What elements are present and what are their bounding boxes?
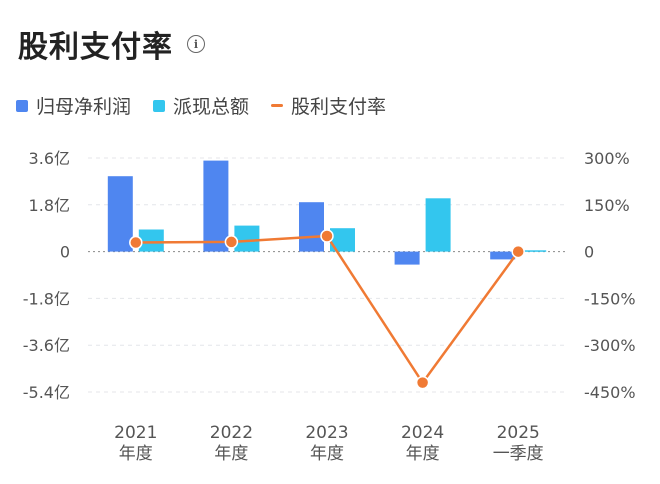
payout-ratio-point [129, 235, 143, 250]
bar-dividend [330, 228, 355, 252]
info-icon[interactable]: i [187, 35, 205, 53]
chart-header: 股利支付率 i [18, 22, 205, 66]
right-axis-tick: -300% [584, 336, 636, 355]
payout-ratio-line [135, 234, 520, 384]
chart-title: 股利支付率 [18, 30, 173, 65]
payout-ratio-point [224, 235, 239, 249]
x-axis-tick-period: 年度 [119, 444, 153, 464]
bar-dividend [234, 225, 260, 252]
right-axis-tick: -450% [584, 383, 636, 402]
legend: 归母净利润 派现总额 股利支付率 [16, 92, 408, 119]
x-axis-tick-year: 2022 [210, 423, 253, 443]
left-axis-tick: -5.4亿 [23, 383, 70, 402]
x-axis-tick-period: 一季度 [493, 444, 544, 464]
x-axis-tick-period: 年度 [214, 444, 248, 464]
payout-ratio-point [320, 229, 334, 243]
legend-swatch-dividend [153, 99, 166, 112]
right-axis-tick: 300% [584, 149, 630, 168]
bar-dividend [425, 198, 451, 252]
legend-label-payout-ratio: 股利支付率 [291, 96, 387, 118]
legend-item-dividend[interactable]: 派现总额 [153, 92, 249, 119]
right-axis-tick: -150% [584, 289, 636, 308]
bar-dividend [521, 250, 547, 252]
left-axis-tick: 3.6亿 [29, 149, 70, 168]
right-axis-tick: 150% [584, 196, 630, 215]
bar-net-profit [299, 202, 324, 252]
payout-ratio-point [415, 375, 430, 390]
x-axis-tick-period: 年度 [406, 444, 440, 464]
legend-label-dividend: 派现总额 [173, 96, 250, 118]
bar-net-profit [107, 176, 133, 252]
legend-item-net-profit[interactable]: 归母净利润 [16, 92, 131, 119]
left-axis-tick: -3.6亿 [23, 336, 70, 355]
x-axis-tick-year: 2024 [401, 423, 444, 443]
legend-label-net-profit: 归母净利润 [36, 96, 132, 118]
legend-swatch-payout-ratio [271, 104, 284, 107]
bar-net-profit [490, 251, 516, 260]
bar-dividend [138, 229, 164, 252]
x-axis-tick-period: 年度 [310, 444, 344, 464]
left-axis-tick: -1.8亿 [23, 289, 70, 308]
left-axis-tick: 1.8亿 [29, 196, 70, 215]
x-axis-tick-year: 2023 [305, 423, 348, 443]
x-axis-tick-year: 2025 [497, 423, 540, 443]
x-axis-tick-year: 2021 [114, 423, 157, 443]
bar-net-profit [203, 160, 229, 252]
right-axis-tick: 0 [584, 243, 594, 262]
legend-swatch-net-profit [16, 99, 28, 112]
bar-net-profit [394, 251, 420, 265]
left-axis-tick: 0 [60, 243, 70, 262]
legend-item-payout-ratio[interactable]: 股利支付率 [271, 92, 386, 119]
payout-ratio-point [511, 244, 525, 259]
